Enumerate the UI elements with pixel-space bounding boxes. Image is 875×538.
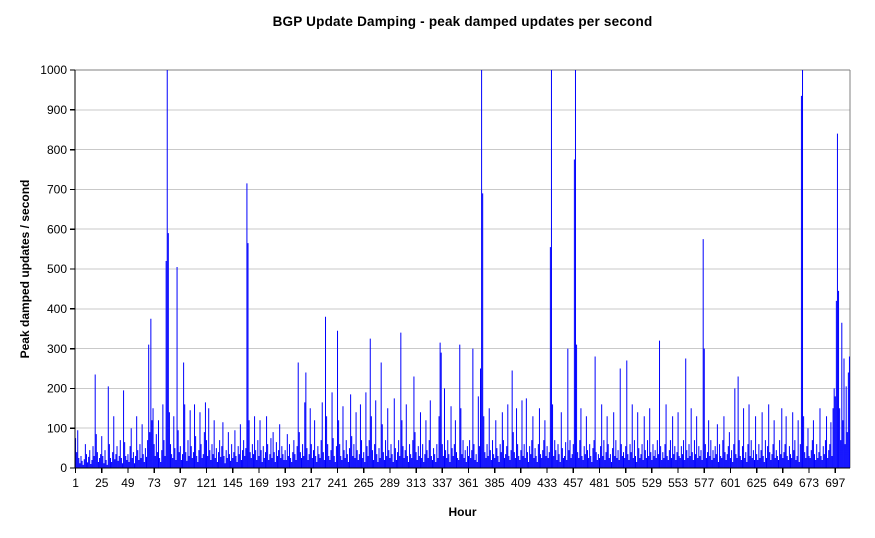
x-tick-label: 553 (668, 476, 688, 490)
x-tick-label: 241 (328, 476, 348, 490)
y-axis-title: Peak damped updates / second (18, 179, 32, 359)
chart-title: BGP Update Damping - peak damped updates… (272, 14, 653, 29)
x-tick-label: 433 (537, 476, 557, 490)
x-tick-label: 145 (223, 476, 243, 490)
x-tick-label: 121 (197, 476, 217, 490)
y-tick-label: 200 (47, 382, 67, 396)
y-tick-label: 0 (60, 461, 67, 475)
x-tick-label: 649 (773, 476, 793, 490)
x-tick-label: 1 (72, 476, 79, 490)
x-tick-label: 73 (147, 476, 161, 490)
x-tick-label: 625 (747, 476, 767, 490)
y-tick-label: 900 (47, 103, 67, 117)
x-tick-label: 193 (275, 476, 295, 490)
y-tick-label: 600 (47, 222, 67, 236)
x-tick-label: 337 (432, 476, 452, 490)
y-tick-label: 100 (47, 421, 67, 435)
x-tick-label: 265 (354, 476, 374, 490)
x-tick-label: 361 (458, 476, 478, 490)
x-tick-label: 601 (720, 476, 740, 490)
x-tick-label: 577 (694, 476, 714, 490)
y-tick-label: 300 (47, 342, 67, 356)
x-tick-label: 169 (249, 476, 269, 490)
x-axis-title: Hour (448, 505, 477, 519)
y-tick-label: 1000 (40, 63, 67, 77)
x-tick-label: 385 (485, 476, 505, 490)
x-tick-label: 673 (799, 476, 819, 490)
y-tick-label: 500 (47, 262, 67, 276)
x-tick-label: 409 (511, 476, 531, 490)
x-tick-label: 529 (642, 476, 662, 490)
x-tick-label: 49 (121, 476, 135, 490)
y-tick-label: 700 (47, 183, 67, 197)
y-tick-label: 800 (47, 143, 67, 157)
x-tick-label: 25 (95, 476, 109, 490)
x-tick-label: 217 (301, 476, 321, 490)
x-tick-label: 505 (616, 476, 636, 490)
x-tick-label: 457 (563, 476, 583, 490)
x-tick-label: 97 (174, 476, 188, 490)
x-tick-label: 481 (589, 476, 609, 490)
x-tick-label: 289 (380, 476, 400, 490)
x-tick-label: 313 (406, 476, 426, 490)
x-tick-label: 697 (825, 476, 845, 490)
y-tick-label: 400 (47, 302, 67, 316)
